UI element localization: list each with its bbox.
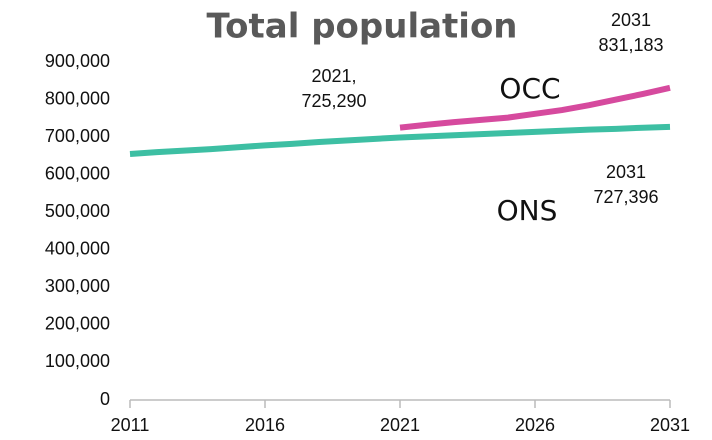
series-line	[129, 123, 671, 158]
y-tick-label: 0	[100, 389, 110, 409]
series-label: ONS	[497, 194, 558, 227]
x-tick-label: 2021	[380, 415, 420, 435]
annotation: 2021,	[311, 66, 356, 86]
annotation: 831,183	[598, 35, 663, 55]
series-label: OCC	[499, 72, 560, 105]
y-tick-label: 300,000	[45, 276, 110, 296]
y-tick-label: 500,000	[45, 201, 110, 221]
x-tick-label: 2016	[245, 415, 285, 435]
x-tick-label: 2026	[515, 415, 555, 435]
y-tick-label: 400,000	[45, 239, 110, 259]
y-tick-label: 900,000	[45, 51, 110, 71]
annotation: 727,396	[593, 187, 658, 207]
y-tick-label: 800,000	[45, 88, 110, 108]
x-tick-label: 2011	[111, 415, 150, 435]
y-tick-label: 200,000	[45, 314, 110, 334]
annotation: 2031	[611, 10, 651, 30]
annotation: 2031	[606, 162, 646, 182]
annotation: 725,290	[301, 91, 366, 111]
y-tick-label: 700,000	[45, 126, 110, 146]
x-tick-label: 2031	[650, 415, 690, 435]
chart-title: Total population	[206, 7, 517, 47]
y-tick-label: 100,000	[45, 351, 110, 371]
y-tick-label: 600,000	[45, 163, 110, 183]
series-line	[399, 84, 671, 131]
